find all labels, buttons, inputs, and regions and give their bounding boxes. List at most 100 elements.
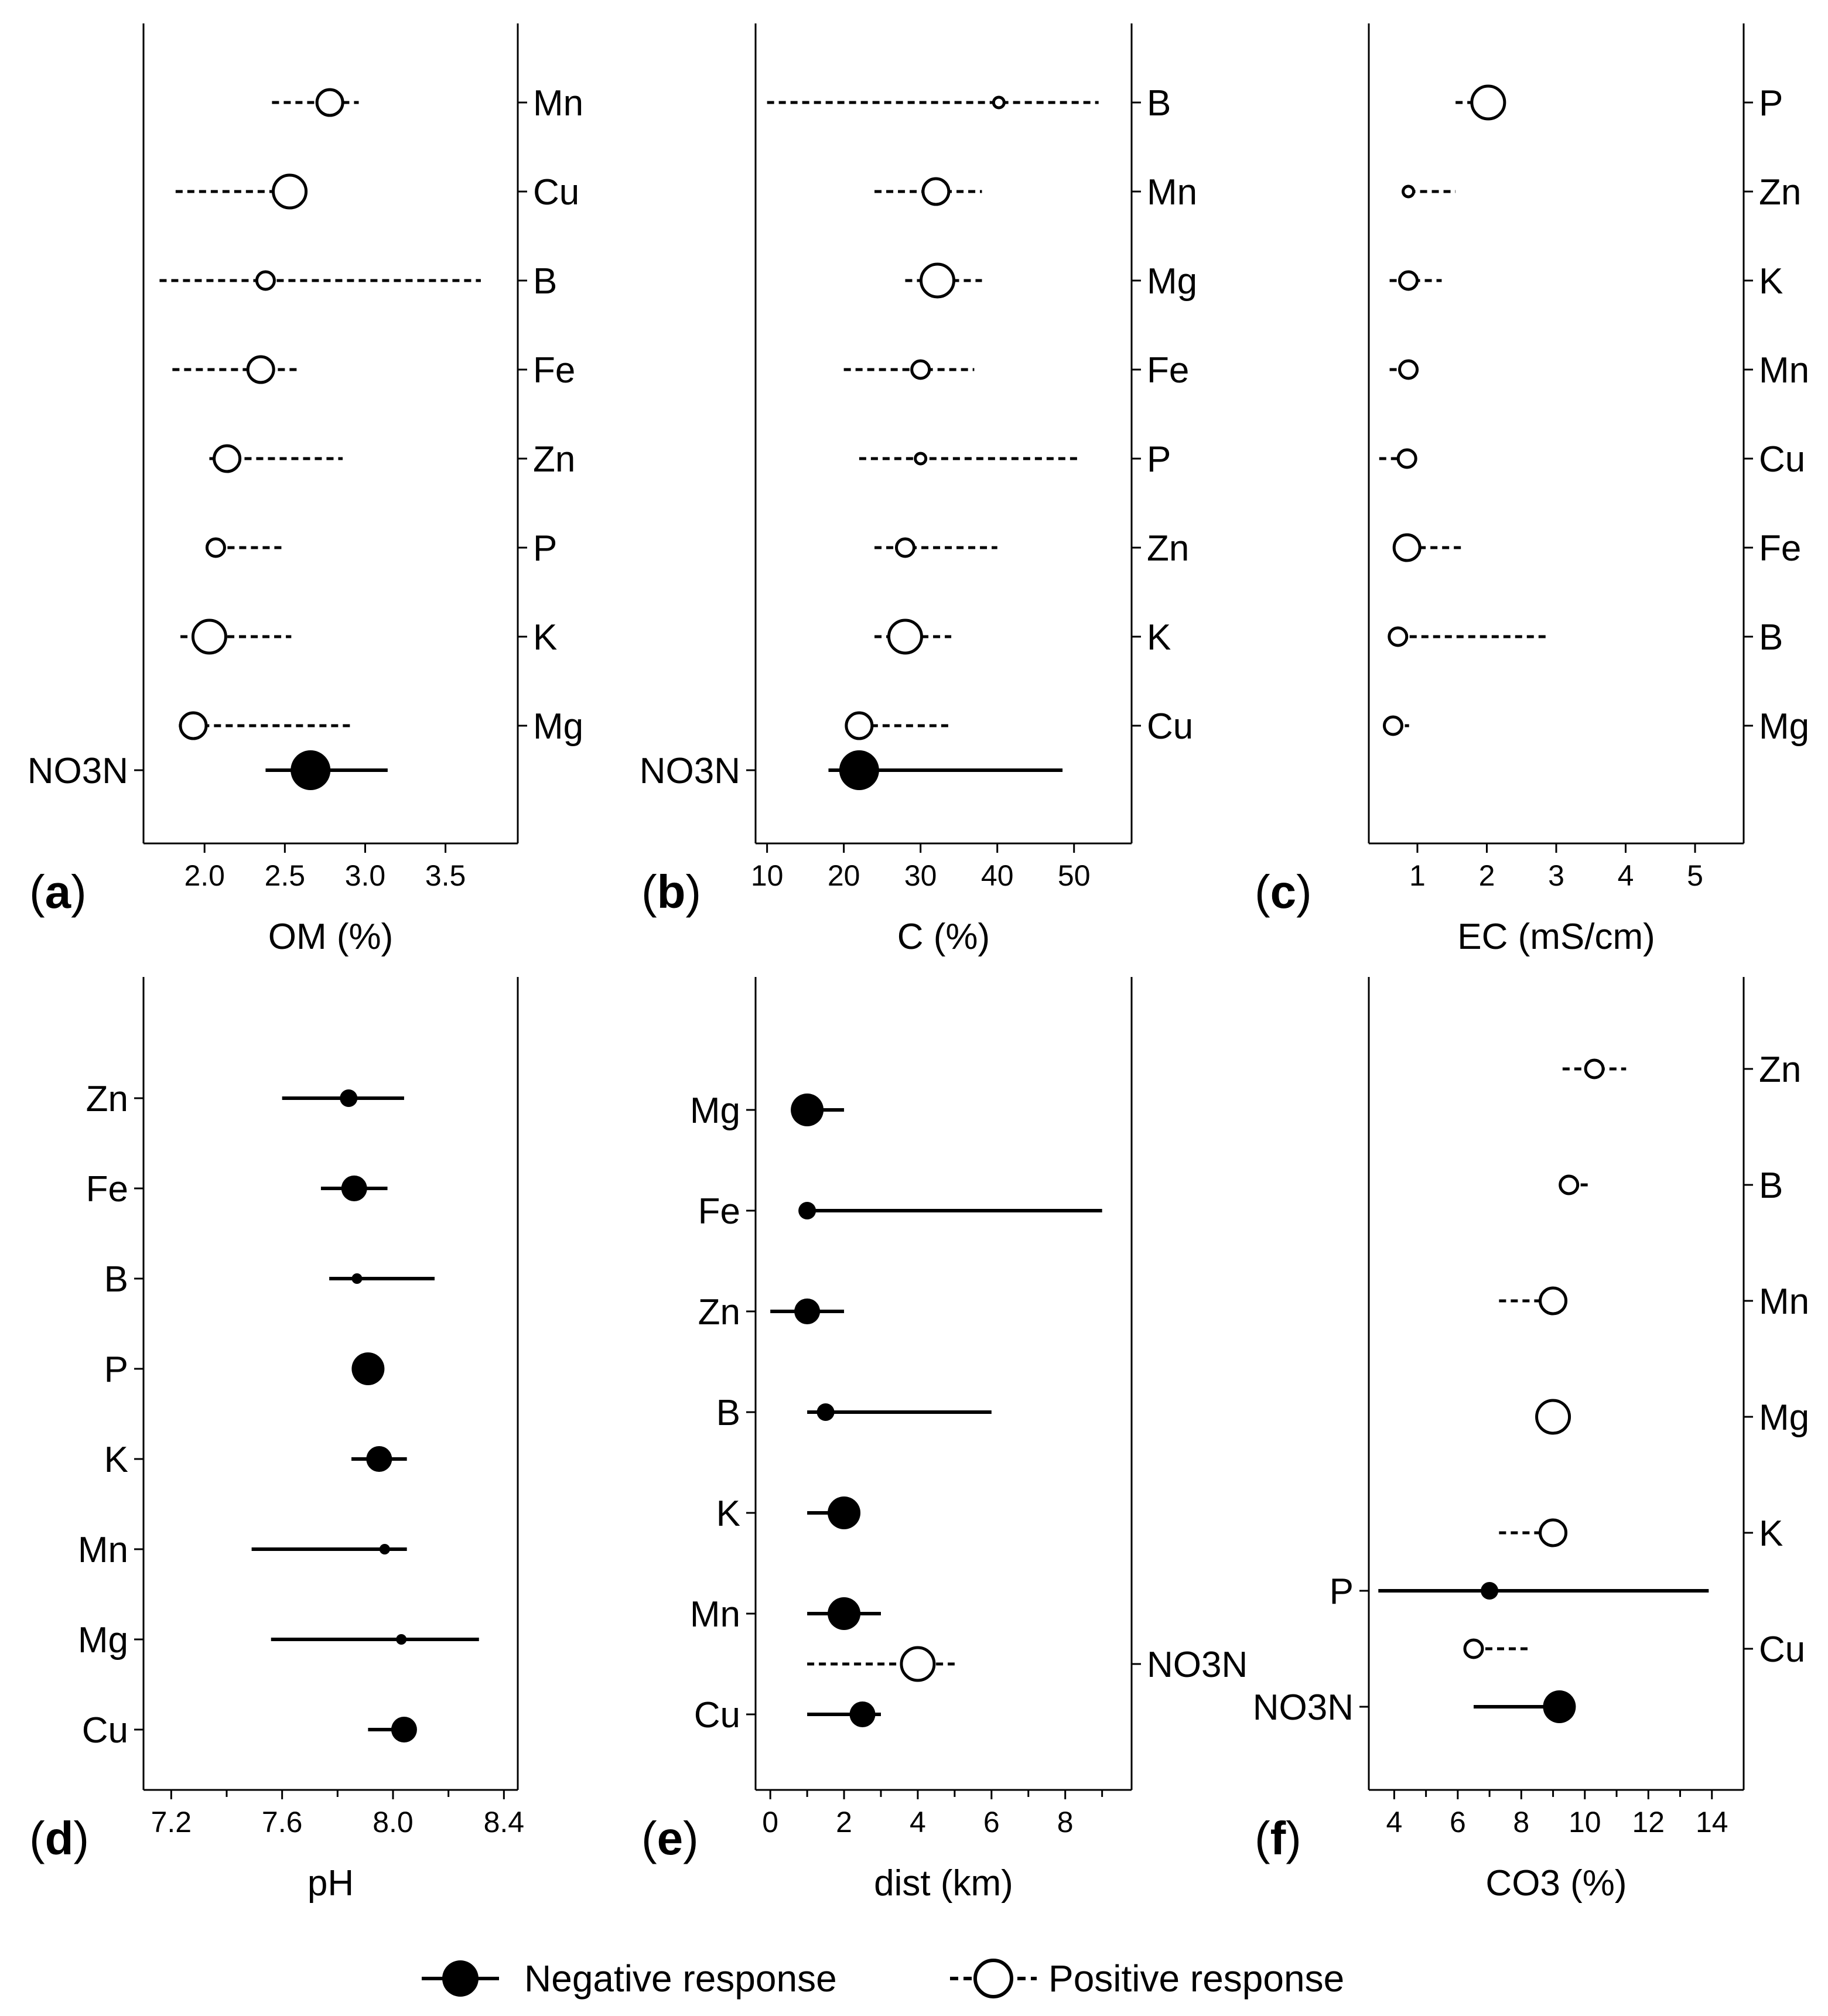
positive-response-marker (920, 262, 956, 299)
response-label: Cu (82, 1710, 128, 1751)
negative-response-marker (351, 1352, 385, 1385)
point-mg: Mg (1535, 1397, 1809, 1438)
panel-a: 2.0 2.5 3.0 3.5 OM (%) (a) Mn Cu B Fe Zn P K Mg NO3N (28, 23, 583, 957)
point-mg: Mg (905, 261, 1197, 302)
x-tick-label: 6 (1450, 1806, 1466, 1839)
x-tick-label: 4 (910, 1806, 926, 1839)
x-tick-label: 10 (1569, 1806, 1601, 1839)
negative-response-marker (340, 1089, 358, 1107)
legend-negative-label: Negative response (524, 1957, 837, 2000)
response-label: Mn (1759, 1282, 1809, 1322)
x-axis-title: EC (mS/cm) (1457, 917, 1655, 957)
response-label: P (104, 1349, 128, 1390)
x-tick-label: 3.5 (425, 859, 466, 892)
point-b: B (1388, 617, 1783, 658)
response-label: Cu (533, 172, 579, 213)
x-axis-title: CO3 (%) (1485, 1863, 1627, 1904)
negative-response-marker (1543, 1690, 1576, 1723)
point-p: P (859, 439, 1171, 480)
panels: 2.0 2.5 3.0 3.5OM (%)(a)MnCuBFeZnPKMgNO3N10… (28, 23, 1809, 1904)
panel-c: 1 2 3 4 5 EC (mS/cm) (c) P Zn K Mn Cu Fe B Mg (1255, 23, 1809, 957)
positive-response-marker (900, 1646, 936, 1682)
x-tick-label: 3.0 (345, 859, 386, 892)
response-label: Zn (533, 439, 575, 480)
positive-response-marker (1559, 1174, 1580, 1195)
response-label: K (533, 617, 557, 658)
negative-response-marker (849, 1701, 876, 1727)
point-cu: Cu (845, 706, 1193, 747)
x-tick-label: 0 (762, 1806, 778, 1839)
response-label: Fe (1759, 528, 1801, 569)
positive-response-marker (191, 619, 227, 655)
point-no3n: NO3N (1253, 1687, 1576, 1728)
positive-response-marker (205, 537, 226, 558)
point-k: K (1499, 1513, 1783, 1554)
response-label: Zn (1759, 1050, 1801, 1090)
point-zn: Zn (86, 1079, 404, 1119)
x-tick-label: 14 (1696, 1806, 1728, 1839)
positive-response-marker (255, 270, 276, 291)
response-label: Fe (86, 1169, 128, 1209)
response-label: B (1147, 83, 1171, 124)
point-no3n: NO3N (28, 750, 388, 791)
positive-response-marker (914, 452, 928, 466)
response-label: Cu (1759, 439, 1805, 480)
x-tick-label: 6 (983, 1806, 1000, 1839)
panel-b: 10 20 30 40 50 C (%) (b) B Mn Mg Fe P Zn K Cu NO3N (640, 23, 1197, 957)
x-tick-label: 30 (904, 859, 937, 892)
x-tick-label: 12 (1632, 1806, 1665, 1839)
x-tick-label: 4 (1618, 859, 1634, 892)
point-mn: Mn (690, 1594, 881, 1635)
positive-response-marker (1539, 1518, 1568, 1547)
negative-response-marker (291, 750, 331, 790)
x-tick-label: 8 (1513, 1806, 1529, 1839)
point-mn: Mn (78, 1530, 407, 1570)
panel-d: 7.2 7.6 8.0 8.4 pH (d) Zn Fe B P K Mn Mg Cu (29, 977, 524, 1904)
response-label: Cu (1759, 1629, 1805, 1670)
negative-response-marker (794, 1299, 821, 1324)
point-zn: Zn (698, 1292, 845, 1332)
negative-response-marker (341, 1176, 367, 1201)
response-label: Mn (1147, 172, 1197, 213)
x-axis-title: C (%) (897, 917, 990, 957)
point-mn: Mn (874, 172, 1197, 213)
point-p: P (104, 1349, 385, 1390)
point-cu: Cu (1379, 439, 1805, 480)
response-label: K (1759, 261, 1783, 302)
negative-response-marker (839, 750, 879, 790)
x-tick-label: 1 (1409, 859, 1426, 892)
point-fe: Fe (843, 350, 1189, 391)
response-label: Mn (533, 83, 583, 124)
panel-label: (c) (1255, 866, 1312, 918)
point-p: P (1330, 1571, 1709, 1612)
panel-e: 0 2 4 6 8 dist (km) (e) Mg Fe Zn B K Mn NO3N Cu (641, 977, 1248, 1904)
x-tick-label: 3 (1548, 859, 1564, 892)
x-tick-label: 2 (1479, 859, 1495, 892)
response-label: B (716, 1393, 740, 1433)
response-label: Mg (1147, 261, 1197, 302)
point-mg: Mg (78, 1620, 479, 1660)
positive-response-marker (910, 359, 931, 380)
response-label: K (716, 1494, 740, 1534)
panel-label: (d) (29, 1812, 89, 1864)
legend: Negative response Positive response (422, 1957, 1344, 2000)
point-p: P (205, 528, 557, 569)
positive-response-marker (1535, 1399, 1571, 1435)
legend-negative-marker (442, 1960, 479, 1997)
negative-response-marker (379, 1544, 390, 1554)
point-no3n: NO3N (640, 750, 1063, 791)
response-label: Mg (690, 1091, 740, 1131)
negative-response-marker (351, 1273, 363, 1284)
response-label: P (1759, 83, 1783, 124)
legend-positive-label: Positive response (1048, 1957, 1344, 2000)
response-label: B (1759, 1166, 1783, 1206)
negative-response-marker (791, 1094, 824, 1126)
x-tick-label: 7.2 (151, 1806, 192, 1839)
point-k: K (874, 617, 1171, 658)
response-label: B (104, 1259, 128, 1300)
positive-response-marker (992, 95, 1006, 110)
positive-response-marker (1470, 84, 1506, 121)
point-mg: Mg (690, 1091, 845, 1131)
positive-response-marker (213, 444, 242, 473)
